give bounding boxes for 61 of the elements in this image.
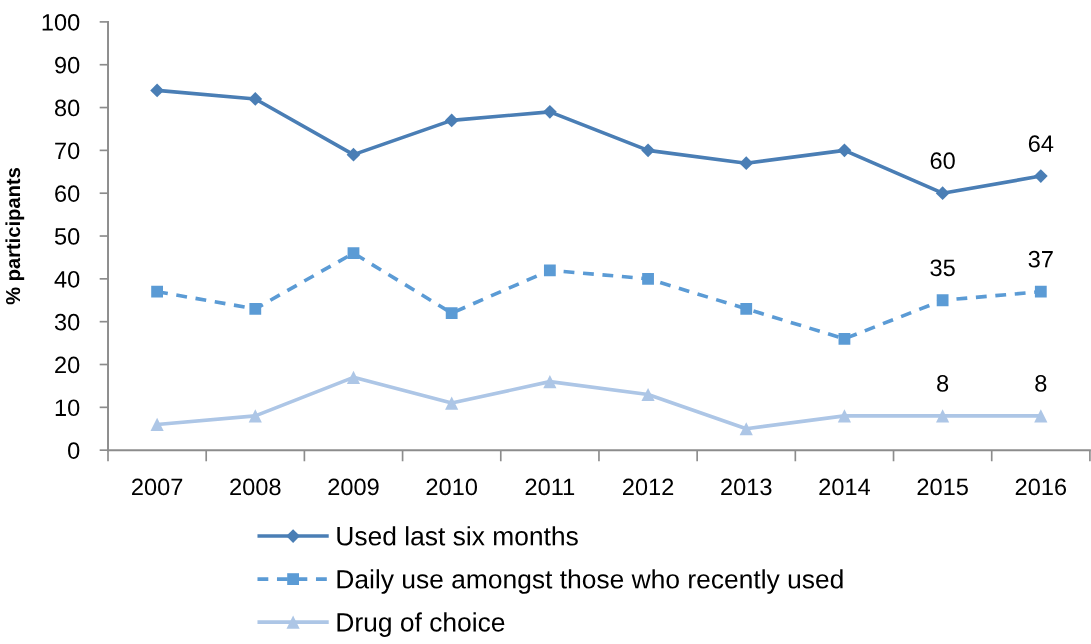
x-tick-label: 2007 <box>132 478 183 496</box>
x-tick-label: 2010 <box>426 478 478 496</box>
data-label: 64 <box>1028 135 1054 152</box>
point <box>543 264 556 277</box>
data-label: 8 <box>937 375 949 392</box>
y-tick-label: 90 <box>55 56 80 74</box>
data-label: 37 <box>1028 250 1053 268</box>
legend-label: Drug of choice <box>337 612 505 637</box>
point <box>838 332 851 345</box>
point <box>837 409 852 423</box>
y-tick-label: 10 <box>55 399 80 417</box>
point <box>151 285 164 298</box>
point <box>837 143 852 158</box>
point <box>346 147 361 162</box>
y-tick-label: 0 <box>68 442 80 459</box>
point <box>444 113 459 128</box>
x-tick-label: 2012 <box>622 478 674 496</box>
x-tick-label: 2009 <box>328 478 379 496</box>
data-label: 60 <box>930 152 955 170</box>
point <box>1033 169 1048 183</box>
point <box>248 92 263 106</box>
point <box>739 422 753 436</box>
point <box>641 143 655 158</box>
point <box>935 186 950 201</box>
y-tick-label: 100 <box>42 13 80 31</box>
y-tick-label: 50 <box>54 228 80 245</box>
x-tick-label: 2015 <box>917 478 968 496</box>
y-axis-title: % participants <box>5 168 25 305</box>
legend-label: Used last six months <box>337 526 578 546</box>
point <box>543 375 557 389</box>
x-tick-label: 2016 <box>1015 478 1067 496</box>
point <box>150 83 164 98</box>
x-tick-label: 2011 <box>525 478 575 496</box>
point <box>346 370 361 384</box>
y-tick-label: 20 <box>55 356 80 374</box>
point <box>445 396 459 410</box>
point <box>740 302 753 315</box>
x-tick-label: 2013 <box>721 478 772 496</box>
point <box>249 302 262 315</box>
point <box>936 294 949 307</box>
x-tick-label: 2014 <box>819 478 871 496</box>
y-tick-label: 40 <box>54 270 80 288</box>
point <box>347 247 360 260</box>
data-label: 8 <box>1035 375 1047 392</box>
point <box>445 307 458 320</box>
y-tick-label: 30 <box>54 313 80 331</box>
y-tick-label: 80 <box>55 99 80 117</box>
y-tick-label: 60 <box>55 185 80 202</box>
y-tick-label: 70 <box>55 142 80 160</box>
legend-label: Daily use amongst those who recently used <box>337 569 843 594</box>
point <box>1034 285 1047 298</box>
point <box>641 387 655 402</box>
point <box>739 156 754 171</box>
point <box>248 409 262 423</box>
point <box>936 409 950 423</box>
point <box>642 272 654 285</box>
point <box>1034 409 1048 423</box>
point <box>150 417 164 432</box>
x-tick-label: 2008 <box>230 478 281 496</box>
point <box>542 104 557 119</box>
data-label: 35 <box>930 259 955 277</box>
